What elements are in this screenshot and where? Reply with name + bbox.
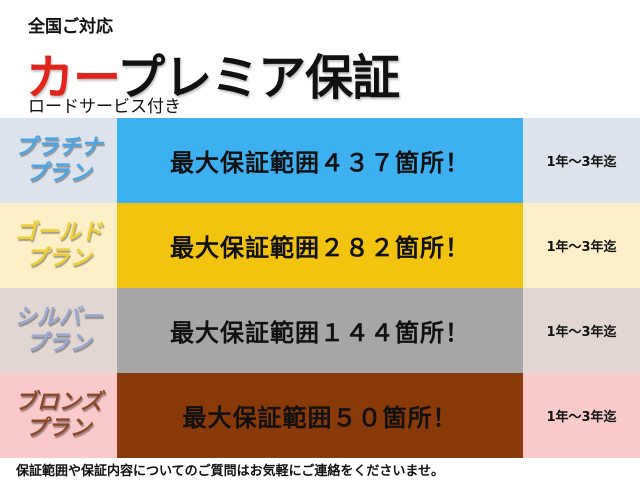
- plan-name-line1: シルバー: [14, 304, 103, 330]
- sub-line: ロードサービス付き: [28, 97, 181, 117]
- plan-coverage: 最大保証範囲４３７箇所！: [117, 118, 523, 203]
- page-title: カープレミア保証: [26, 38, 400, 108]
- plan-name-line2: プラン: [25, 245, 92, 271]
- plan-period: 1年～3年迄: [523, 373, 640, 458]
- plan-name: ゴールド プラン: [0, 203, 117, 288]
- plan-row-silver: シルバー プラン 最大保証範囲１４４箇所！ 1年～3年迄: [0, 288, 640, 373]
- plan-period: 1年～3年迄: [523, 288, 640, 373]
- plan-name-line1: ブロンズ: [14, 389, 103, 415]
- plan-name-line2: プラン: [25, 160, 92, 186]
- plan-coverage: 最大保証範囲１４４箇所！: [117, 288, 523, 373]
- top-line: 全国ご対応: [28, 17, 113, 37]
- plan-row-platinum: プラチナ プラン 最大保証範囲４３７箇所！ 1年～3年迄: [0, 118, 640, 203]
- plan-coverage: 最大保証範囲２８２箇所！: [117, 203, 523, 288]
- plan-period: 1年～3年迄: [523, 118, 640, 203]
- plan-name-line2: プラン: [25, 330, 92, 356]
- plan-period: 1年～3年迄: [523, 203, 640, 288]
- plan-name: ブロンズ プラン: [0, 373, 117, 458]
- plan-name-line2: プラン: [25, 415, 92, 441]
- plan-name-line1: プラチナ: [14, 134, 103, 160]
- plan-row-bronze: ブロンズ プラン 最大保証範囲５０箇所！ 1年～3年迄: [0, 373, 640, 458]
- plan-name: シルバー プラン: [0, 288, 117, 373]
- plan-name: プラチナ プラン: [0, 118, 117, 203]
- title-rest: プレミア保証: [117, 50, 400, 106]
- plan-row-gold: ゴールド プラン 最大保証範囲２８２箇所！ 1年～3年迄: [0, 203, 640, 288]
- plan-coverage: 最大保証範囲５０箇所！: [117, 373, 523, 458]
- title-red: カー: [26, 50, 118, 106]
- plan-name-line1: ゴールド: [14, 219, 103, 245]
- footer-note: 保証範囲や保証内容についてのご質問はお気軽にご連絡をくださいませ。: [16, 464, 444, 479]
